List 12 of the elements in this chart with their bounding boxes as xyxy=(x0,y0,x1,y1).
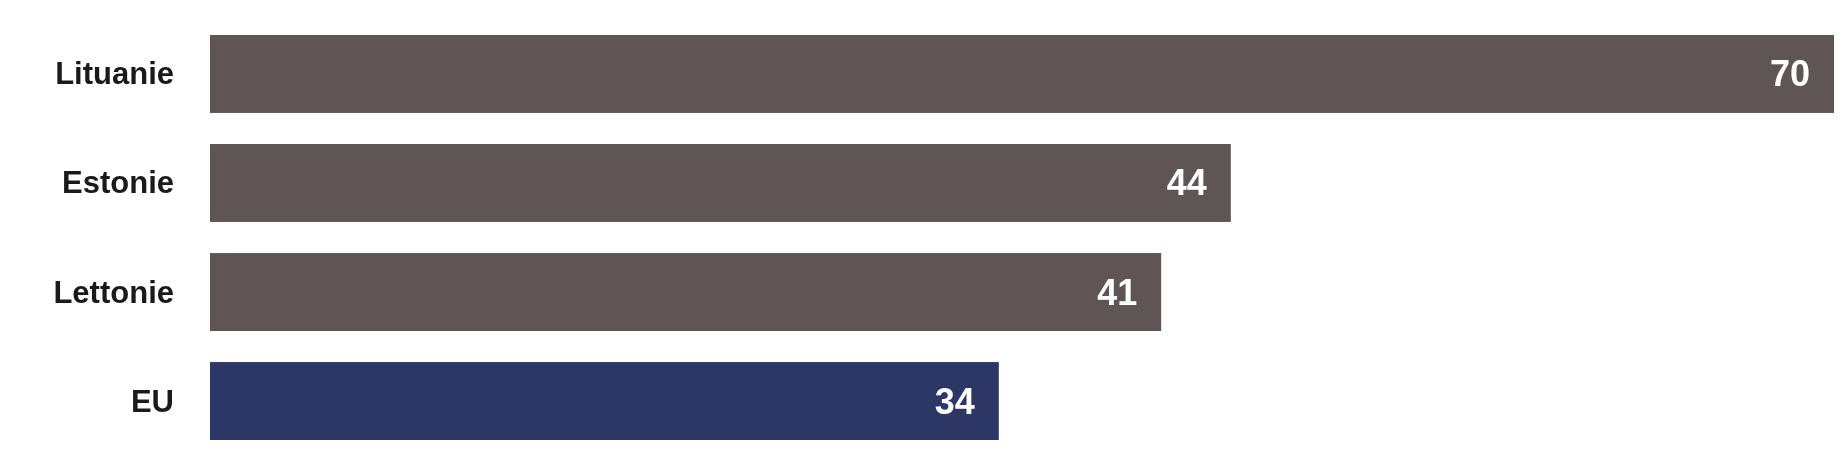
bar xyxy=(210,144,1231,222)
bar xyxy=(210,253,1162,331)
y-tick-label: Lituanie xyxy=(55,56,174,92)
data-label: 44 xyxy=(1166,162,1207,204)
bar xyxy=(210,362,999,440)
y-tick-label: Estonie xyxy=(62,165,174,201)
data-label: 41 xyxy=(1097,271,1138,313)
y-tick-label: Lettonie xyxy=(53,274,174,310)
y-tick-label: EU xyxy=(130,383,174,419)
bar xyxy=(210,35,1834,113)
data-label: 70 xyxy=(1769,53,1810,95)
data-label: 34 xyxy=(934,380,975,422)
